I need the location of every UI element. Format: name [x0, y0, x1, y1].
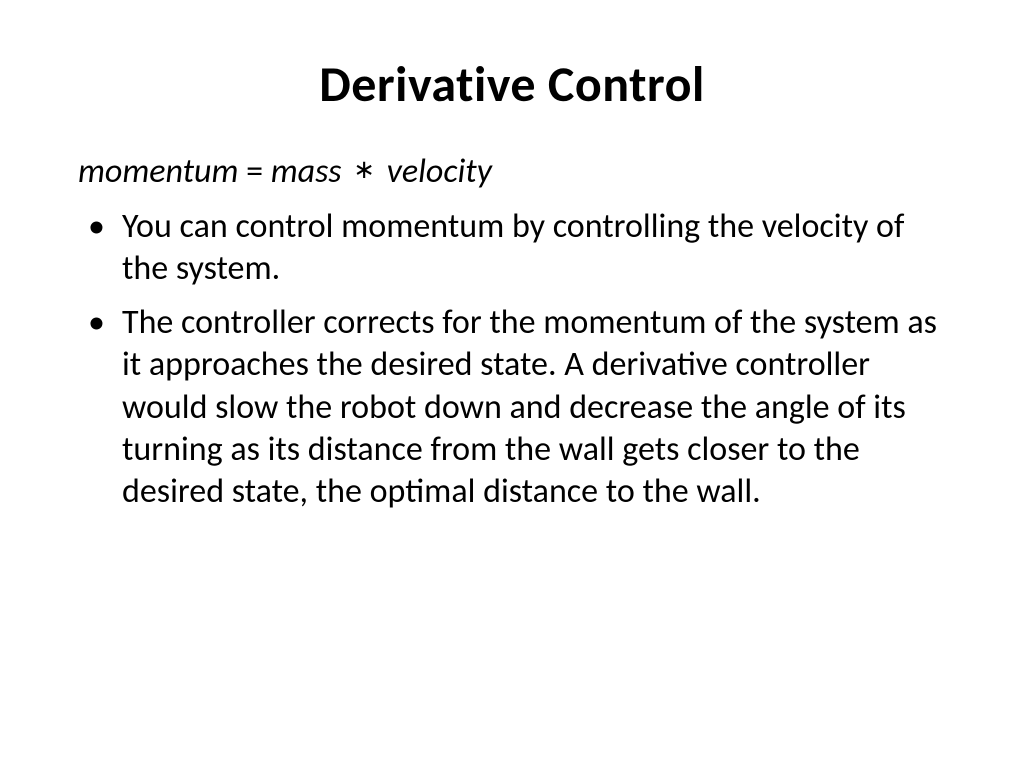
list-item: You can control momentum by controlling …	[78, 206, 952, 290]
bullet-list: You can control momentum by controlling …	[72, 206, 952, 513]
formula-line: momentum = mass ∗ velocity	[72, 151, 952, 192]
slide-title: Derivative Control	[72, 54, 952, 115]
formula-rhs2: velocity	[387, 151, 492, 192]
formula-rhs1: mass	[271, 151, 342, 192]
formula-operator: ∗	[349, 153, 379, 185]
slide: Derivative Control momentum = mass ∗ vel…	[0, 0, 1024, 768]
list-item: The controller corrects for the momentum…	[78, 302, 952, 513]
formula-lhs: momentum	[78, 151, 238, 192]
formula-eq: =	[246, 151, 263, 192]
